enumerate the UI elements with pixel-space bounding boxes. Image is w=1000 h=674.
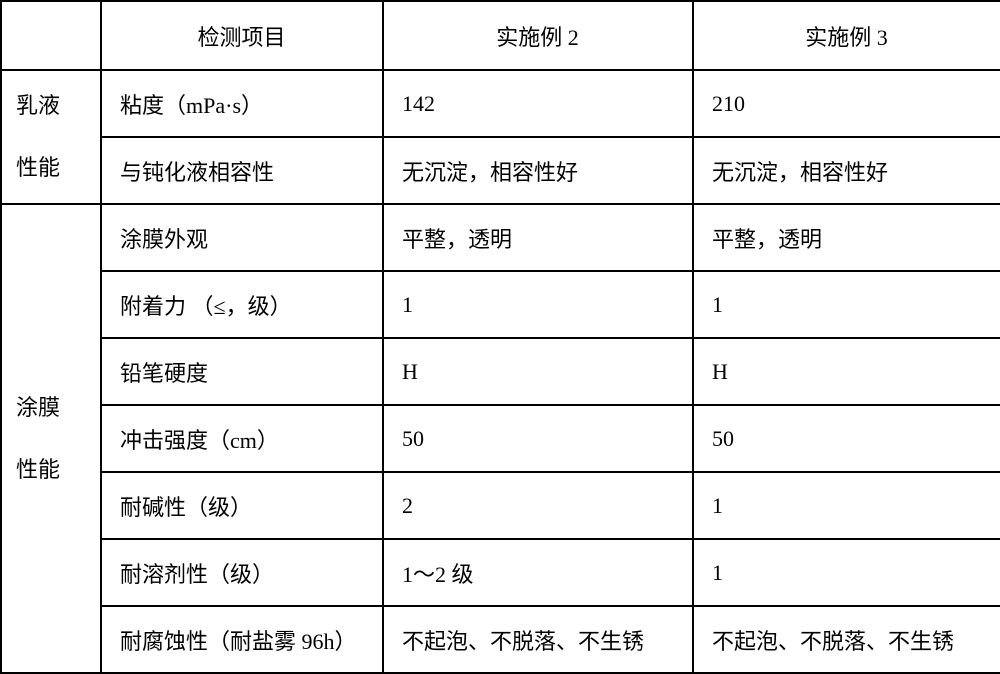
cell-ex2: 142 (383, 70, 693, 137)
header-blank (1, 1, 101, 70)
header-ex3: 实施例 3 (693, 1, 1000, 70)
cell-ex3: 1 (693, 472, 1000, 539)
cell-item: 耐碱性（级） (101, 472, 383, 539)
cell-ex2: 2 (383, 472, 693, 539)
header-item: 检测项目 (101, 1, 383, 70)
cell-ex3: 1 (693, 539, 1000, 606)
table-row: 耐溶剂性（级） 1～2 级 1 (1, 539, 1000, 606)
cell-ex3: 1 (693, 271, 1000, 338)
table-row: 乳液 性能 粘度（mPa·s） 142 210 (1, 70, 1000, 137)
cell-ex2: 1 (383, 271, 693, 338)
properties-table: 检测项目 实施例 2 实施例 3 乳液 性能 粘度（mPa·s） 142 210… (0, 0, 1000, 674)
group-label-line: 乳液 (16, 93, 60, 118)
cell-item: 铅笔硬度 (101, 338, 383, 405)
table-row: 耐腐蚀性（耐盐雾 96h） 不起泡、不脱落、不生锈 不起泡、不脱落、不生锈 (1, 606, 1000, 673)
table-header-row: 检测项目 实施例 2 实施例 3 (1, 1, 1000, 70)
cell-ex2: 不起泡、不脱落、不生锈 (383, 606, 693, 673)
cell-ex3: 无沉淀，相容性好 (693, 137, 1000, 204)
group-coating: 涂膜 性能 (1, 204, 101, 673)
group-emulsion: 乳液 性能 (1, 70, 101, 204)
cell-item: 耐腐蚀性（耐盐雾 96h） (101, 606, 383, 673)
cell-item: 附着力 （≤，级） (101, 271, 383, 338)
cell-ex3: 平整，透明 (693, 204, 1000, 271)
cell-ex3: 210 (693, 70, 1000, 137)
header-ex2: 实施例 2 (383, 1, 693, 70)
group-label-line: 性能 (16, 457, 60, 482)
group-label-line: 涂膜 (16, 395, 60, 420)
cell-item: 耐溶剂性（级） (101, 539, 383, 606)
cell-ex2: 平整，透明 (383, 204, 693, 271)
table-row: 耐碱性（级） 2 1 (1, 472, 1000, 539)
table-row: 与钝化液相容性 无沉淀，相容性好 无沉淀，相容性好 (1, 137, 1000, 204)
cell-ex2: 1～2 级 (383, 539, 693, 606)
table-row: 铅笔硬度 H H (1, 338, 1000, 405)
cell-item: 冲击强度（cm） (101, 405, 383, 472)
cell-item: 与钝化液相容性 (101, 137, 383, 204)
cell-ex2: 无沉淀，相容性好 (383, 137, 693, 204)
cell-ex2: 50 (383, 405, 693, 472)
table-row: 涂膜 性能 涂膜外观 平整，透明 平整，透明 (1, 204, 1000, 271)
table-row: 附着力 （≤，级） 1 1 (1, 271, 1000, 338)
group-label-line: 性能 (16, 155, 60, 180)
cell-item: 涂膜外观 (101, 204, 383, 271)
cell-ex3: 不起泡、不脱落、不生锈 (693, 606, 1000, 673)
cell-ex3: H (693, 338, 1000, 405)
cell-ex3: 50 (693, 405, 1000, 472)
cell-ex2: H (383, 338, 693, 405)
cell-item: 粘度（mPa·s） (101, 70, 383, 137)
table-row: 冲击强度（cm） 50 50 (1, 405, 1000, 472)
